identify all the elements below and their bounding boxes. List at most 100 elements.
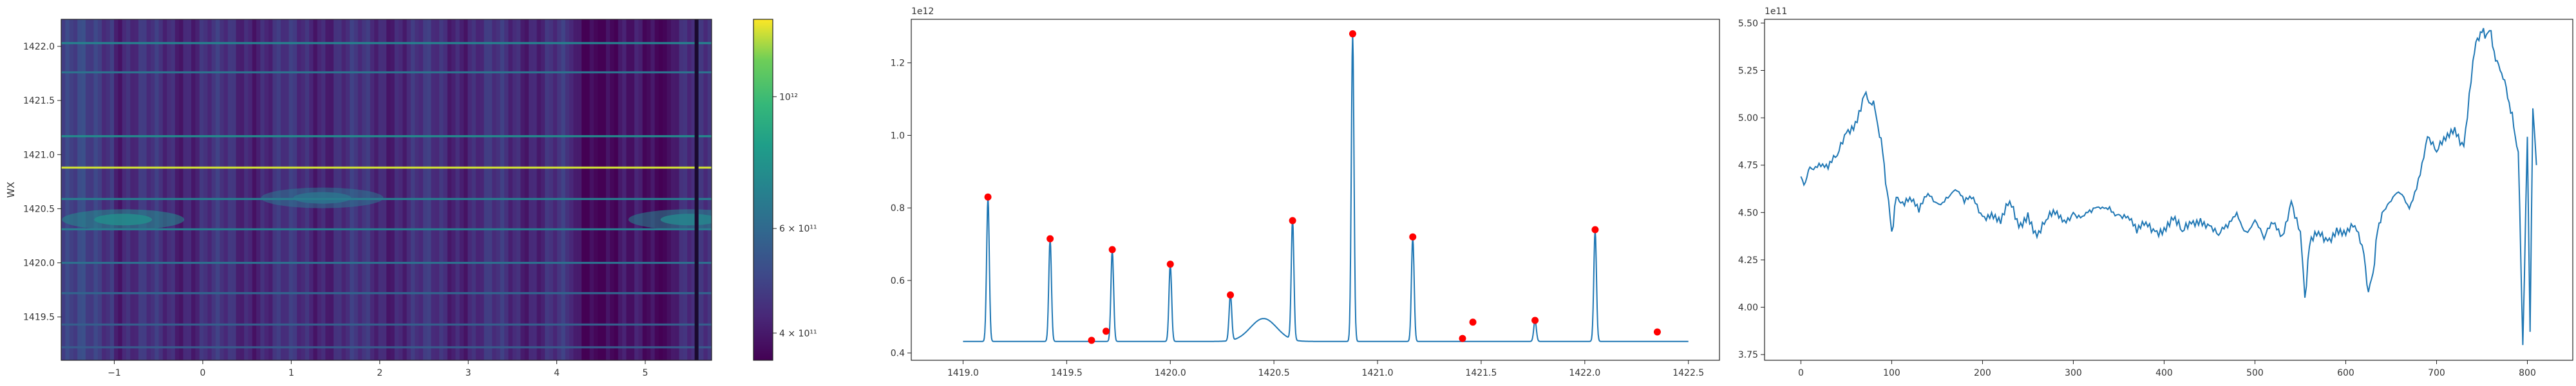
series-plot-area — [1800, 28, 2537, 345]
x-tick-label: 200 — [1974, 368, 1991, 378]
peak-marker — [1102, 327, 1110, 335]
heatmap-column — [540, 19, 545, 360]
heatmap-column — [549, 19, 554, 360]
heatmap-column — [85, 19, 90, 360]
heatmap-column — [667, 19, 672, 360]
heatmap-column — [500, 19, 505, 360]
heatmap-column — [183, 19, 188, 360]
y-tick-label: 0.4 — [891, 349, 905, 359]
heatmap-column — [488, 19, 493, 360]
peak-marker — [1108, 246, 1116, 253]
x-tick-label: −1 — [108, 368, 121, 378]
heatmap-column — [670, 19, 676, 360]
heatmap-band — [61, 135, 712, 138]
heatmap-column — [264, 19, 269, 360]
heatmap-column — [366, 19, 371, 360]
heatmap-column — [553, 19, 558, 360]
heatmap-column — [683, 19, 688, 360]
heatmap-column — [687, 19, 692, 360]
heatmap-column — [610, 19, 615, 360]
heatmap-column — [516, 19, 521, 360]
heatmap-band — [61, 292, 712, 295]
y-tick-label: 1422.0 — [23, 42, 55, 52]
series-y-axis: 3.75 4.00 4.25 4.50 4.75 5.00 5.25 5.50 — [1738, 19, 1765, 360]
heatmap-column — [707, 19, 712, 360]
heatmap-column — [691, 19, 696, 360]
y-tick-label: 1421.5 — [23, 96, 55, 106]
heatmap-panel: −1 0 1 2 3 4 5 1419.51420.01420.51421.01421.51… — [5, 19, 712, 378]
heatmap-column — [272, 19, 278, 360]
y-tick-label: 1.0 — [891, 131, 905, 141]
colorbar-frame — [753, 19, 773, 361]
colorbar: 4 × 10¹¹ 6 × 10¹¹ 10¹² — [753, 19, 817, 361]
heatmap-column — [492, 19, 497, 360]
heatmap-column — [122, 19, 127, 360]
heatmap-column — [699, 19, 704, 360]
heatmap-column — [150, 19, 155, 360]
y-tick-label: 5.00 — [1738, 113, 1758, 124]
heatmap-column — [475, 19, 480, 360]
heatmap-column — [557, 19, 562, 360]
heatmap-column — [195, 19, 200, 360]
colorbar-tick-label: 6 × 10¹¹ — [779, 224, 817, 234]
x-tick-label: 1422.0 — [1569, 368, 1600, 378]
heatmap-column — [459, 19, 464, 360]
heatmap-frame — [61, 19, 712, 361]
heatmap-column — [386, 19, 391, 360]
heatmap-column — [244, 19, 249, 360]
peak-marker — [984, 193, 992, 201]
heatmap-column — [524, 19, 529, 360]
heatmap-column — [276, 19, 281, 360]
heatmap-band — [61, 261, 712, 264]
heatmap-band — [61, 166, 712, 169]
heatmap-column — [435, 19, 440, 360]
y-tick-label: 4.75 — [1738, 161, 1758, 171]
heatmap-column — [138, 19, 143, 360]
y-tick-label: 0.6 — [891, 276, 905, 286]
heatmap-column — [158, 19, 164, 360]
heatmap-column — [642, 19, 647, 360]
heatmap-column — [223, 19, 229, 360]
heatmap-column — [675, 19, 680, 360]
peaks-series-line — [963, 33, 1689, 342]
x-tick-label: 1419.0 — [947, 368, 979, 378]
x-tick-label: 3 — [466, 368, 471, 378]
heatmap-column — [256, 19, 261, 360]
heatmap-column — [626, 19, 631, 360]
heatmap-column — [248, 19, 253, 360]
heatmap-column — [569, 19, 574, 360]
heatmap-column — [236, 19, 241, 360]
peak-marker — [1531, 317, 1539, 324]
x-tick-label: 1421.5 — [1465, 368, 1497, 378]
peak-marker — [1653, 328, 1661, 336]
heatmap-column — [114, 19, 118, 360]
heatmap-column — [362, 19, 367, 360]
y-tick-label: 1419.5 — [23, 313, 55, 323]
heatmap-column — [134, 19, 139, 360]
y-tick-label: 1421.0 — [23, 150, 55, 160]
peaks-frame — [911, 19, 1720, 361]
heatmap-column — [167, 19, 172, 360]
heatmap-y-axis: 1419.5 1420.0 1420.5 1421.0 1421.5 1422.0 — [23, 42, 61, 323]
heatmap-column — [232, 19, 237, 360]
heatmap-band — [61, 228, 712, 231]
x-tick-label: 1422.5 — [1672, 368, 1704, 378]
heatmap-column — [211, 19, 216, 360]
heatmap-column — [455, 19, 460, 360]
x-tick-label: 1 — [289, 368, 294, 378]
peak-marker — [1459, 335, 1466, 342]
heatmap-column — [378, 19, 383, 360]
heatmap-x-axis: −1 0 1 2 3 4 5 — [108, 360, 648, 378]
heatmap-band — [61, 71, 712, 74]
heatmap-column — [390, 19, 395, 360]
peak-marker — [1409, 233, 1417, 241]
heatmap-column — [468, 19, 473, 360]
heatmap-column — [77, 19, 82, 360]
heatmap-band — [61, 42, 712, 44]
heatmap-column — [439, 19, 444, 360]
series-line — [1800, 28, 2537, 345]
heatmap-column — [102, 19, 107, 360]
heatmap-column — [528, 19, 533, 360]
heatmap-column — [679, 19, 684, 360]
heatmap-y-label: WX — [5, 181, 17, 198]
